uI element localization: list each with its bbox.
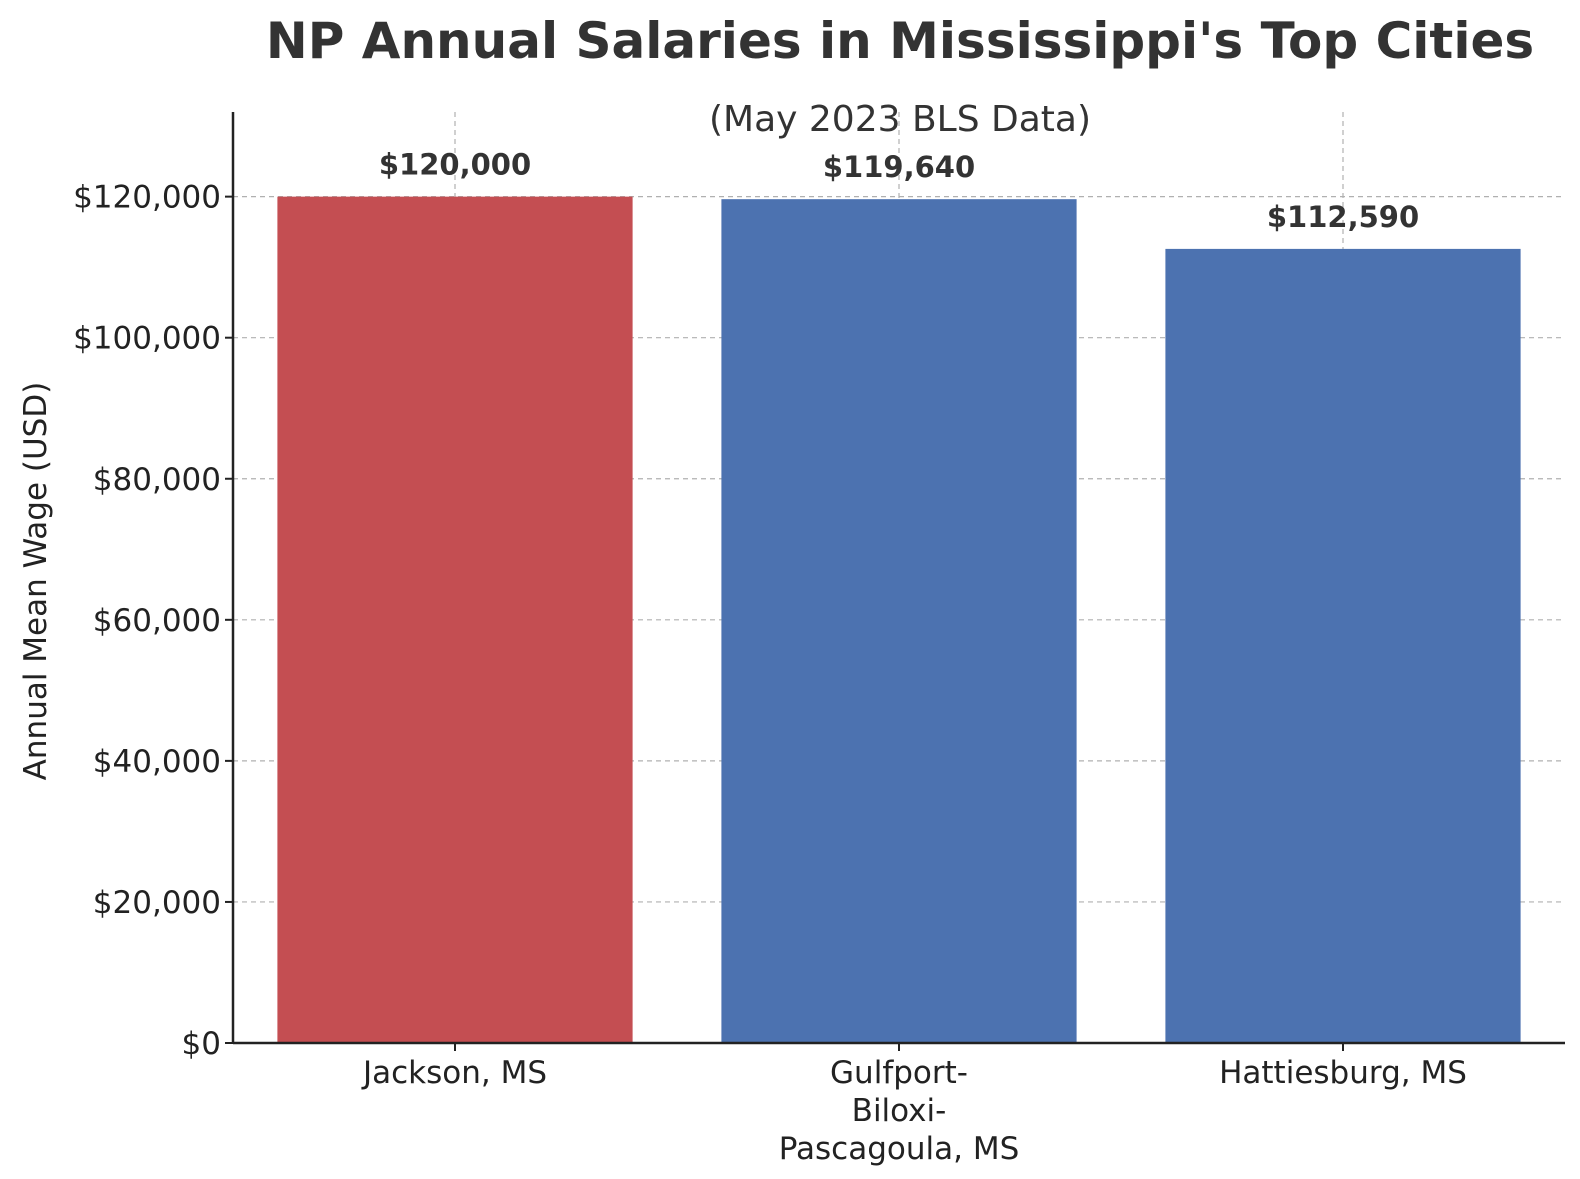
y-tick-label: $60,000 [93, 603, 221, 639]
x-tick-label: Hattiesburg, MS [1219, 1055, 1467, 1091]
bar-layer [277, 196, 1521, 1044]
x-tick-label-line: Biloxi- [852, 1093, 947, 1129]
y-tick-label: $80,000 [93, 462, 221, 498]
chart-title: NP Annual Salaries in Mississippi's Top … [266, 12, 1534, 70]
y-tick-label: $20,000 [93, 885, 221, 921]
y-tick-label: $40,000 [93, 744, 221, 780]
x-tick-label-line: Jackson, MS [361, 1055, 547, 1091]
y-tick-label: $100,000 [73, 321, 221, 357]
x-tick-label: Gulfport-Biloxi-Pascagoula, MS [779, 1055, 1020, 1167]
bar [1165, 248, 1521, 1044]
x-tick-labels: Jackson, MS Gulfport-Biloxi-Pascagoula, M… [361, 1043, 1467, 1167]
y-tick-labels: $0 $20,000 $40,000 $60,000 $80,000 $100,000 $1… [73, 180, 233, 1062]
x-tick-label-line: Hattiesburg, MS [1219, 1055, 1467, 1091]
bar [721, 199, 1077, 1043]
data-label: $112,590 [1267, 200, 1419, 234]
data-labels: $120,000 $119,640 $112,590 [379, 148, 1419, 234]
bar [277, 196, 633, 1044]
data-label: $119,640 [823, 150, 975, 184]
x-tick-label-line: Pascagoula, MS [779, 1131, 1020, 1167]
chart-subtitle: (May 2023 BLS Data) [709, 99, 1091, 140]
y-axis-label: Annual Mean Wage (USD) [18, 382, 54, 781]
x-tick-label-line: Gulfport- [830, 1055, 968, 1091]
y-tick-label: $120,000 [73, 180, 221, 216]
x-tick-label: Jackson, MS [361, 1055, 547, 1091]
y-tick-label: $0 [182, 1026, 221, 1062]
data-label: $120,000 [379, 148, 531, 182]
